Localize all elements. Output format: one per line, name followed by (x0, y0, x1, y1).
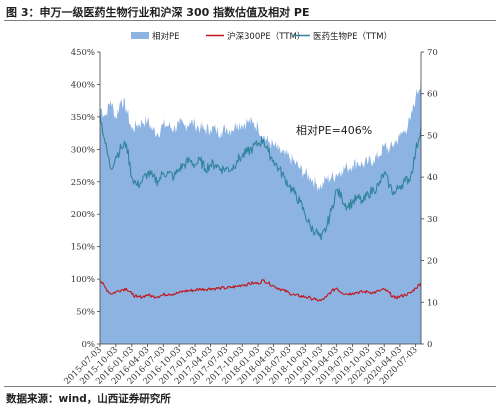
legend-label: 沪深300PE（TTM） (227, 31, 305, 42)
pharma-pe-line (99, 114, 422, 241)
figure-title: 图 3：申万一级医药生物行业和沪深 300 指数估值及相对 PE (6, 6, 310, 19)
left-tick-label: 100% (71, 275, 95, 285)
left-tick-label: 400% (71, 80, 95, 90)
axes-layer: 0% 50% 100% 150% 200% 250% 300% 350% 400% 450% 0 10… (62, 48, 437, 387)
pe-lines-layer (99, 114, 422, 302)
left-tick-label: 300% (71, 145, 95, 155)
figure-source: 数据来源：wind，山西证券研究所 (6, 393, 171, 405)
right-tick-label: 60 (427, 90, 438, 100)
relative-pe-area-layer (100, 80, 421, 344)
right-tick-label: 50 (427, 131, 438, 141)
legend-swatch-relative-pe (131, 32, 149, 39)
hs300-pe-line (99, 278, 422, 302)
left-tick-label: 0% (82, 340, 96, 350)
right-tick-label: 70 (427, 48, 438, 58)
legend-label: 相对PE (152, 31, 180, 42)
left-tick-label: 200% (71, 210, 95, 220)
left-tick-label: 150% (71, 243, 95, 253)
right-tick-label: 0 (427, 340, 432, 350)
legend-label: 医药生物PE（TTM） (313, 31, 392, 42)
title-divider (4, 20, 496, 21)
right-tick-label: 10 (427, 298, 438, 308)
left-tick-label: 350% (71, 113, 95, 123)
relative-pe-area (100, 80, 421, 344)
left-tick-label: 450% (71, 48, 95, 58)
right-tick-label: 30 (427, 215, 438, 225)
right-tick-label: 20 (427, 257, 438, 267)
left-tick-label: 250% (71, 178, 95, 188)
left-tick-label: 50% (76, 308, 95, 318)
chart-legend: 相对PE 沪深300PE（TTM） 医药生物PE（TTM） (131, 31, 392, 42)
source-divider (4, 386, 496, 387)
relative-pe-annotation: 相对PE=406% (296, 123, 372, 137)
pe-chart: 0% 50% 100% 150% 200% 250% 300% 350% 400% 450% 0 10… (62, 31, 437, 387)
right-tick-label: 40 (427, 173, 438, 183)
